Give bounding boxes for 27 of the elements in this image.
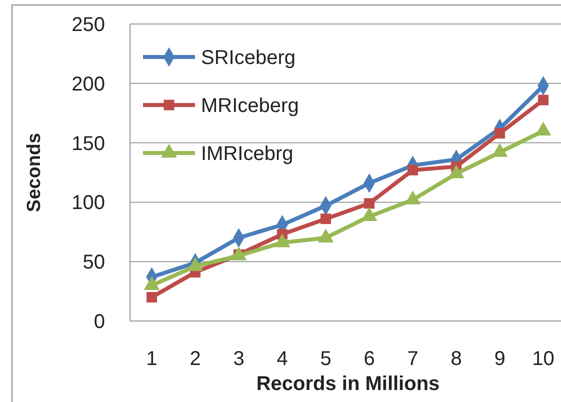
point bbox=[320, 214, 331, 224]
point bbox=[494, 128, 505, 139]
y-tick-label: 150 bbox=[72, 132, 105, 155]
y-axis-title: Seconds bbox=[24, 132, 45, 212]
y-tick-label: 250 bbox=[72, 14, 105, 36]
legend-label: SRIceberg bbox=[201, 47, 296, 69]
y-tick-label: 200 bbox=[72, 73, 105, 96]
x-tick-label: 3 bbox=[233, 348, 244, 370]
x-tick-label: 4 bbox=[276, 348, 288, 370]
y-tick-label: 50 bbox=[82, 252, 105, 274]
legend-label: MRIceberg bbox=[201, 95, 299, 117]
point bbox=[146, 292, 157, 302]
x-tick-label: 6 bbox=[364, 348, 375, 370]
x-tick-label: 7 bbox=[407, 348, 418, 370]
x-tick-label: 1 bbox=[146, 348, 158, 370]
x-tick-label: 8 bbox=[450, 348, 462, 370]
y-tick-label: 100 bbox=[72, 192, 105, 214]
point bbox=[538, 94, 548, 106]
legend-label: IMRIcebrg bbox=[201, 143, 294, 165]
x-tick-label: 9 bbox=[494, 348, 506, 370]
x-tick-label: 5 bbox=[320, 348, 332, 370]
y-tick-label: 0 bbox=[94, 311, 105, 333]
x-tick-label: 10 bbox=[532, 348, 554, 370]
x-tick-label: 2 bbox=[190, 348, 201, 370]
point bbox=[408, 164, 418, 176]
point bbox=[364, 198, 374, 209]
x-axis-title: Records in Millions bbox=[256, 373, 440, 395]
